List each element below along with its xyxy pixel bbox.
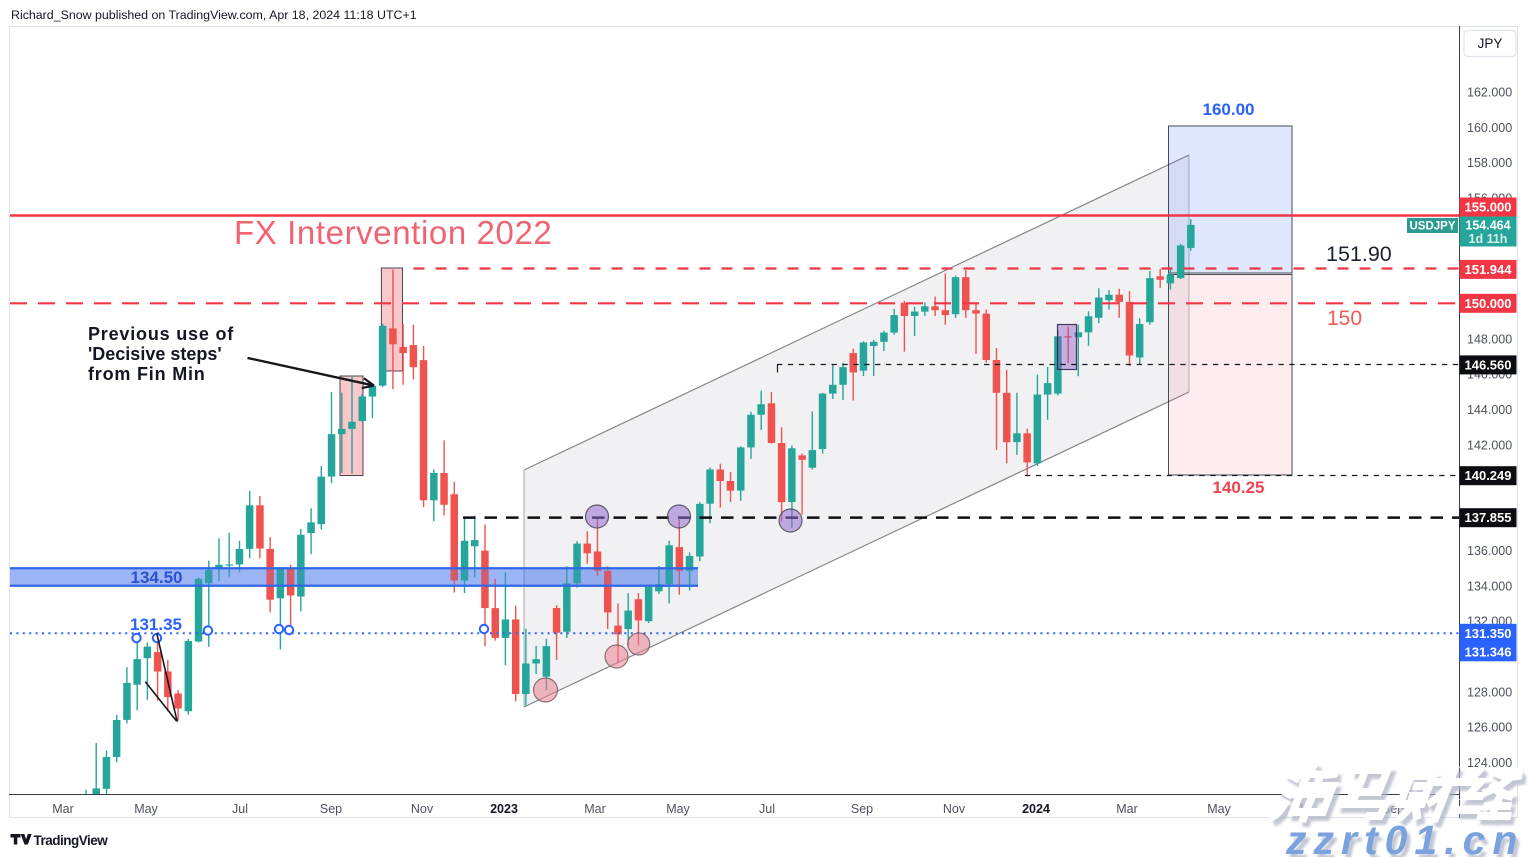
svg-text:151.90: 151.90: [1326, 242, 1392, 266]
svg-text:144.000: 144.000: [1467, 403, 1512, 417]
svg-text:150: 150: [1327, 307, 1362, 330]
svg-text:'Decisive steps': 'Decisive steps': [88, 344, 222, 364]
svg-text:Jul: Jul: [232, 802, 248, 816]
svg-text:151.944: 151.944: [1465, 262, 1513, 277]
svg-text:160.000: 160.000: [1467, 121, 1512, 135]
svg-text:FX Intervention 2022: FX Intervention 2022: [234, 214, 552, 251]
svg-text:134.50: 134.50: [131, 568, 183, 587]
svg-text:162.000: 162.000: [1467, 86, 1512, 100]
svg-text:158.000: 158.000: [1467, 156, 1512, 170]
svg-text:131.346: 131.346: [1465, 644, 1512, 659]
svg-text:May: May: [666, 802, 690, 816]
svg-text:126.000: 126.000: [1467, 721, 1512, 735]
svg-text:Sep: Sep: [320, 802, 342, 816]
svg-text:JPY: JPY: [1478, 36, 1503, 51]
svg-text:Nov: Nov: [411, 802, 434, 816]
svg-text:2024: 2024: [1022, 802, 1050, 816]
svg-text:zzrt01.cn: zzrt01.cn: [1285, 817, 1524, 857]
svg-text:1d 11h: 1d 11h: [1469, 232, 1508, 246]
svg-text:137.855: 137.855: [1465, 510, 1512, 525]
svg-text:2023: 2023: [490, 802, 518, 816]
svg-text:128.000: 128.000: [1467, 685, 1512, 699]
svg-text:148.000: 148.000: [1467, 333, 1512, 347]
svg-text:154.464: 154.464: [1465, 219, 1510, 233]
svg-text:USDJPY: USDJPY: [1409, 221, 1455, 233]
svg-text:131.35: 131.35: [130, 615, 182, 634]
svg-text:155.000: 155.000: [1465, 200, 1512, 215]
svg-text:from Fin Min: from Fin Min: [88, 364, 206, 384]
svg-text:Richard_Snow published on Trad: Richard_Snow published on TradingView.co…: [11, 8, 417, 22]
svg-text:140.249: 140.249: [1465, 468, 1512, 483]
svg-text:160.00: 160.00: [1203, 100, 1255, 119]
svg-text:Nov: Nov: [943, 802, 966, 816]
svg-text:Previous use of: Previous use of: [88, 324, 234, 344]
svg-text:124.000: 124.000: [1467, 756, 1512, 770]
svg-text:Mar: Mar: [1116, 802, 1138, 816]
svg-text:Mar: Mar: [584, 802, 606, 816]
svg-text:150.000: 150.000: [1465, 296, 1512, 311]
svg-text:May: May: [134, 802, 158, 816]
svg-text:146.560: 146.560: [1465, 357, 1512, 372]
svg-text:Sep: Sep: [851, 802, 873, 816]
svg-text:Jul: Jul: [759, 802, 775, 816]
svg-text:136.000: 136.000: [1467, 544, 1512, 558]
svg-text:TradingView: TradingView: [34, 833, 109, 848]
svg-text:131.350: 131.350: [1465, 626, 1512, 641]
svg-text:140.25: 140.25: [1213, 478, 1265, 497]
svg-text:May: May: [1207, 802, 1231, 816]
svg-text:134.000: 134.000: [1467, 579, 1512, 593]
svg-text:Mar: Mar: [52, 802, 74, 816]
svg-text:142.000: 142.000: [1467, 438, 1512, 452]
